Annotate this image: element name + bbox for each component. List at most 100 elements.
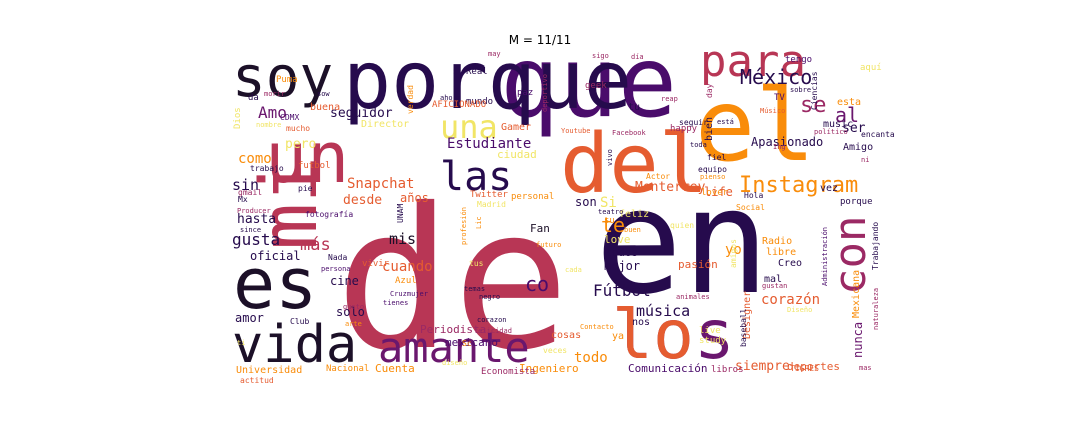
cloud-word: verdad <box>406 85 415 114</box>
cloud-word: seguir <box>679 118 708 127</box>
cloud-word: Músico <box>760 107 785 115</box>
cloud-word: libre <box>766 247 796 258</box>
cloud-word: tu <box>628 102 640 113</box>
cloud-word: Lic <box>475 216 483 229</box>
cloud-word: fotografía <box>305 210 353 219</box>
cloud-word: Cruzmujer <box>390 290 428 298</box>
cloud-word: ser <box>842 121 866 136</box>
cloud-word: trabajo <box>250 164 284 173</box>
cloud-word: amor <box>235 311 264 325</box>
cloud-word: música <box>636 302 690 320</box>
cloud-word: life <box>704 185 733 199</box>
cloud-word: soy <box>232 45 333 110</box>
cloud-word: morir <box>264 90 285 98</box>
cloud-word: una <box>440 108 498 146</box>
cloud-word: live <box>699 326 721 336</box>
cloud-word: fiel <box>707 153 726 162</box>
cloud-word: since <box>240 226 261 234</box>
cloud-word: Ing <box>773 143 786 151</box>
cloud-word: tengo <box>785 55 812 65</box>
cloud-word: Facebook <box>612 129 647 137</box>
cloud-word: Diseño <box>787 306 812 314</box>
cloud-word: político <box>814 128 848 136</box>
cloud-word: Snapchat <box>347 176 414 192</box>
cloud-word: libros <box>711 365 744 375</box>
cloud-word: vivo <box>606 149 614 166</box>
cloud-word: Universidad <box>236 365 302 376</box>
cloud-word: profesión <box>460 207 468 245</box>
cloud-word: Radio <box>762 236 792 247</box>
cloud-word: Twitter <box>470 190 509 200</box>
cloud-word: toda <box>690 141 707 149</box>
cloud-word: amante <box>378 323 530 372</box>
cloud-word: vez <box>820 183 838 194</box>
cloud-word: equipo <box>698 165 727 174</box>
cloud-word: Trabajando <box>871 222 880 270</box>
cloud-word: music <box>823 119 853 130</box>
cloud-word: al <box>835 103 859 127</box>
cloud-word: mas <box>859 364 872 372</box>
cloud-word: tus <box>469 259 484 268</box>
cloud-word: Fan <box>530 222 550 235</box>
cloud-word: Designer <box>742 291 753 339</box>
cloud-word: Amigo <box>843 142 873 153</box>
cloud-word: te <box>601 213 625 237</box>
cloud-word: temas <box>464 285 485 293</box>
cloud-word: mundo <box>466 97 493 107</box>
cloud-word: ni <box>861 156 869 164</box>
cloud-word: sobre <box>790 86 811 94</box>
cloud-word: mis <box>389 230 416 248</box>
cloud-word: gmail <box>238 188 262 197</box>
cloud-word: reap <box>661 95 678 103</box>
cloud-word: arte <box>345 320 362 328</box>
cloud-word: mucho <box>286 124 310 133</box>
cloud-word: Monterrey <box>635 180 706 195</box>
cloud-word: Madrid <box>477 200 506 209</box>
cloud-word: un <box>265 117 349 199</box>
cloud-word: esta <box>837 97 861 108</box>
cloud-word: los <box>612 296 735 375</box>
cloud-word: Youtube <box>561 127 591 135</box>
cloud-word: bien <box>704 117 715 141</box>
cloud-word: Actor <box>646 172 670 181</box>
cloud-word: feliz <box>619 209 649 220</box>
cloud-word: cuando <box>382 259 433 275</box>
cloud-word: en <box>595 158 770 327</box>
cloud-word: corazón <box>761 292 820 308</box>
cloud-word: Fútbol <box>593 281 651 300</box>
cloud-word: más <box>300 235 331 255</box>
cloud-word: Mx <box>238 195 248 204</box>
cloud-word: negro <box>479 293 500 301</box>
cloud-word: seguidor <box>330 106 393 121</box>
cloud-word: Ingeniero <box>519 362 579 375</box>
cloud-word: gusto <box>343 303 364 311</box>
cloud-word: Ciencias <box>810 71 819 110</box>
cloud-word: que <box>500 26 677 140</box>
cloud-word: desde <box>343 193 382 208</box>
cloud-word: CDMX <box>280 113 299 122</box>
cloud-word: está <box>717 118 734 126</box>
cloud-word: todos <box>605 246 638 259</box>
cloud-word: del <box>560 117 708 212</box>
cloud-word: oficial <box>250 249 301 263</box>
cloud-word: ciudad <box>497 148 537 161</box>
cloud-word: mal <box>764 274 782 285</box>
cloud-word: Mexicana <box>851 270 862 318</box>
cloud-word: porque <box>343 34 632 127</box>
cloud-word: diseño <box>442 359 467 367</box>
cloud-word: hasta <box>237 212 276 227</box>
cloud-word: Director <box>361 119 409 130</box>
cloud-word: es <box>233 243 317 325</box>
cloud-word: animales <box>676 293 710 301</box>
cloud-word: Amo <box>258 103 287 122</box>
cloud-word: aquí <box>860 63 882 73</box>
cloud-word: co <box>525 272 549 296</box>
cloud-word: Producer <box>237 207 271 215</box>
cloud-word: Dios <box>233 107 243 129</box>
cloud-word: sin <box>232 176 259 194</box>
cloud-word: sow <box>317 90 330 98</box>
cloud-word: baseball <box>739 308 748 347</box>
cloud-word: nunca <box>851 322 865 358</box>
cloud-word: porque <box>840 197 873 207</box>
